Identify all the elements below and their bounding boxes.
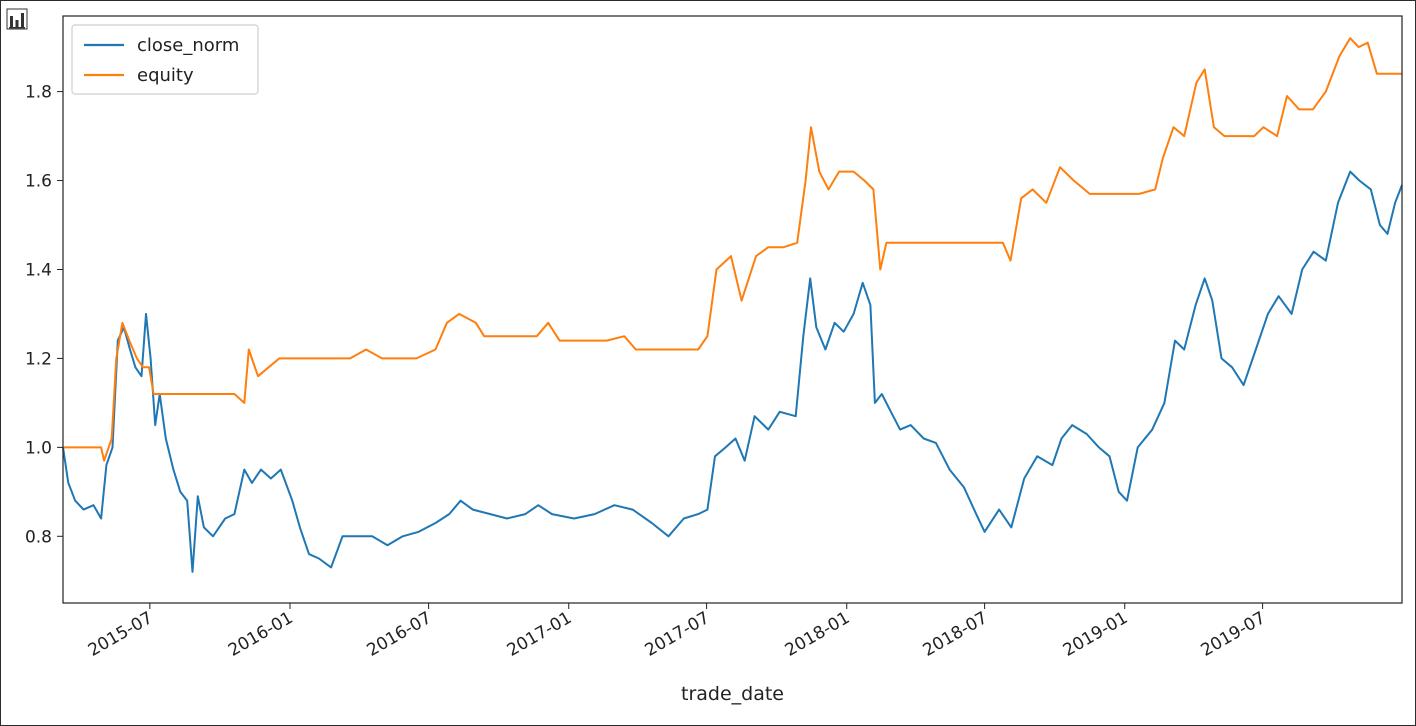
x-tick-label: 2017-07 — [642, 608, 714, 661]
y-tick-label: 1.8 — [25, 83, 52, 103]
x-tick-label: 2019-07 — [1198, 608, 1270, 661]
y-tick-label: 1.0 — [25, 438, 52, 458]
legend-label-equity: equity — [137, 65, 194, 86]
x-tick-label: 2017-01 — [504, 608, 576, 661]
x-axis-label: trade_date — [681, 683, 784, 705]
legend-label-close-norm: close_norm — [137, 35, 239, 56]
bar-chart-icon[interactable] — [6, 8, 28, 30]
y-tick-label: 1.4 — [25, 260, 52, 280]
legend-box — [71, 24, 259, 95]
x-tick-label: 2018-01 — [782, 608, 854, 661]
plot-area-frame — [62, 15, 1403, 604]
x-tick-label: 2015-07 — [85, 608, 157, 661]
series-line-close-norm — [62, 170, 1403, 573]
x-tick-label: 2019-01 — [1060, 608, 1132, 661]
x-tick-label: 2016-01 — [225, 608, 297, 661]
y-tick-label: 0.8 — [25, 527, 52, 547]
y-tick-label: 1.2 — [25, 349, 52, 369]
x-tick-label: 2018-07 — [920, 608, 992, 661]
x-tick-label: 2016-07 — [364, 608, 436, 661]
y-tick-label: 1.6 — [25, 172, 52, 192]
series-line-equity — [63, 37, 1402, 462]
